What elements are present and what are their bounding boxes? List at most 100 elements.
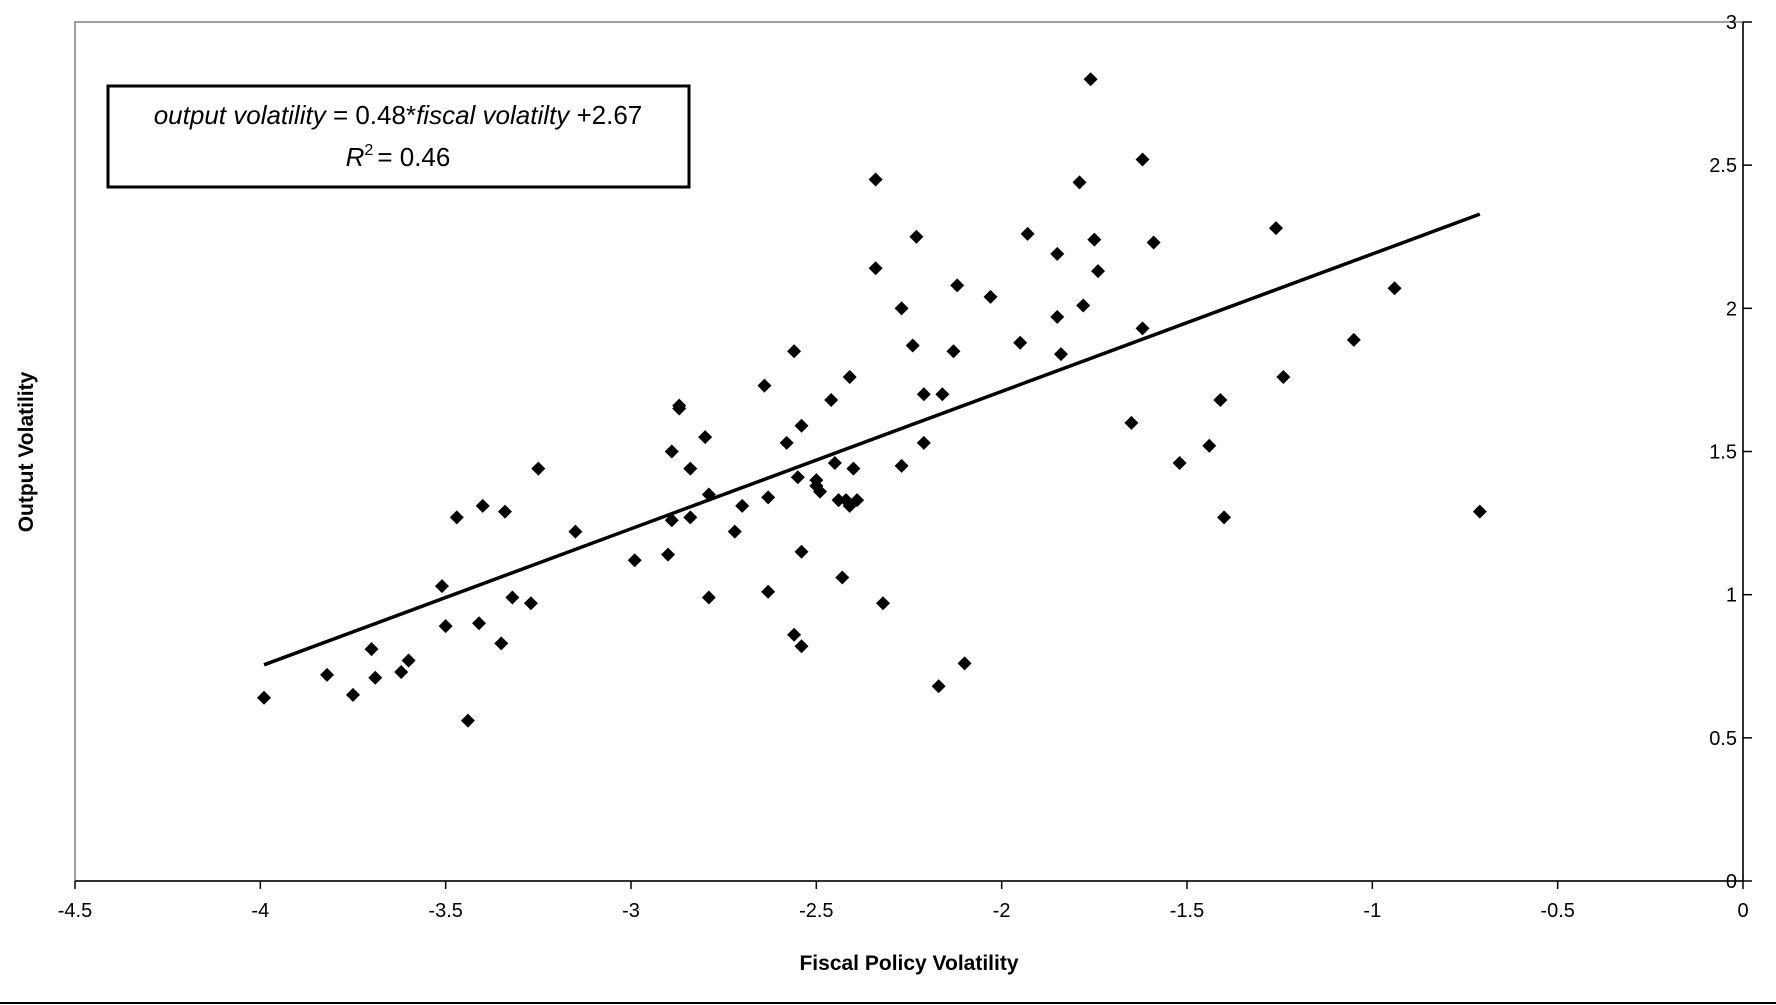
data-point — [438, 619, 453, 634]
data-point — [683, 510, 698, 525]
data-point — [846, 461, 861, 476]
data-point — [827, 455, 842, 470]
data-point — [1087, 232, 1102, 247]
data-point — [1050, 309, 1065, 324]
data-point — [1091, 264, 1106, 279]
y-tick-label: 2 — [1726, 298, 1737, 320]
data-point — [868, 172, 883, 187]
x-tick-label: -4.5 — [58, 900, 92, 922]
data-point — [1124, 415, 1139, 430]
data-point — [779, 435, 794, 450]
data-point — [698, 430, 713, 445]
y-tick-label: 2.5 — [1709, 155, 1737, 177]
x-tick-label: -0.5 — [1540, 900, 1574, 922]
data-point — [787, 344, 802, 359]
data-point — [787, 627, 802, 642]
data-point — [931, 679, 946, 694]
trendline — [263, 212, 1481, 667]
data-point — [661, 547, 676, 562]
data-point — [894, 458, 909, 473]
data-point — [868, 261, 883, 276]
data-point — [735, 498, 750, 513]
data-point — [794, 418, 809, 433]
data-point — [672, 398, 687, 413]
data-point — [905, 338, 920, 353]
data-point — [1217, 510, 1232, 525]
data-point — [627, 553, 642, 568]
data-point — [1135, 152, 1150, 167]
eq-constant: +2.67 — [576, 100, 642, 130]
data-point — [1213, 392, 1228, 407]
data-point — [727, 524, 742, 539]
data-point — [472, 616, 487, 631]
x-tick-label: -4 — [251, 900, 269, 922]
data-point — [1146, 235, 1161, 250]
data-points — [257, 72, 1487, 728]
eq-lhs: output volatility — [154, 100, 328, 130]
x-tick-label: -3.5 — [428, 900, 462, 922]
data-point — [757, 378, 772, 393]
trendline-group — [263, 212, 1481, 667]
data-point — [1013, 335, 1028, 350]
data-point — [1053, 347, 1068, 362]
data-point — [983, 289, 998, 304]
y-tick-label: 3 — [1726, 12, 1737, 34]
data-point — [1072, 175, 1087, 190]
data-point — [1387, 281, 1402, 296]
data-point — [1472, 504, 1487, 519]
data-point — [916, 387, 931, 402]
data-point — [364, 642, 379, 657]
r2-superscript: 2 — [364, 142, 373, 159]
r2-value: = 0.46 — [377, 142, 450, 172]
regression-equation: output volatility = 0.48*fiscal volatilt… — [154, 100, 643, 130]
equation-box: output volatility = 0.48*fiscal volatilt… — [106, 84, 691, 189]
data-point — [950, 278, 965, 293]
x-axis: -4.5 -4 -3.5 -3 -2.5 -2 -1.5 -1 -0.5 0 — [58, 880, 1749, 922]
data-point — [346, 687, 360, 702]
data-point — [761, 490, 776, 505]
x-tick-label: -1 — [1363, 900, 1381, 922]
data-point — [401, 653, 416, 668]
data-point — [475, 498, 490, 513]
data-point — [909, 229, 924, 244]
data-point — [1346, 332, 1361, 347]
data-point — [761, 584, 776, 599]
data-point — [434, 579, 449, 594]
y-tick-label: 0.5 — [1709, 728, 1737, 750]
data-point — [1276, 370, 1291, 385]
data-point — [449, 510, 464, 525]
data-point — [794, 639, 809, 654]
data-point — [831, 493, 846, 508]
data-point — [497, 504, 512, 519]
data-point — [1202, 438, 1217, 453]
r2-symbol: R — [346, 142, 365, 172]
data-point — [835, 570, 850, 585]
y-tick-label: 1.5 — [1709, 442, 1737, 464]
data-point — [794, 544, 809, 559]
data-point — [957, 656, 972, 671]
data-point — [946, 344, 961, 359]
eq-sign: = 0.48* — [333, 100, 416, 130]
x-tick-label: -2 — [993, 900, 1011, 922]
y-axis-title: Output Volatility — [15, 371, 38, 532]
data-point — [894, 301, 909, 316]
data-point — [935, 387, 950, 402]
data-point — [1135, 321, 1150, 336]
y-tick-label: 1 — [1726, 585, 1737, 607]
data-point — [1172, 455, 1187, 470]
data-point — [813, 484, 828, 499]
y-axis: 0 0.5 1 1.5 2 2.5 3 — [1709, 12, 1752, 893]
data-point — [842, 370, 857, 385]
eq-rhs: fiscal volatilty — [416, 100, 571, 130]
data-point — [460, 713, 475, 728]
data-point — [683, 461, 698, 476]
data-point — [320, 667, 335, 682]
x-axis-title: Fiscal Policy Volatility — [799, 952, 1018, 975]
data-point — [1083, 72, 1098, 87]
data-point — [1268, 221, 1283, 236]
data-point — [494, 636, 509, 651]
data-point — [664, 444, 679, 459]
data-point — [1050, 246, 1065, 261]
data-point — [523, 596, 538, 611]
